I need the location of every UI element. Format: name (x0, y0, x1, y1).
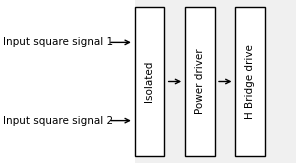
Bar (185, 7, 215, 156)
Bar (0, 0, 135, 163)
Text: Isolated: Isolated (144, 61, 155, 102)
Bar (235, 7, 265, 156)
Text: H Bridge drive: H Bridge drive (245, 44, 255, 119)
Bar (135, 7, 164, 156)
Text: Input square signal 2: Input square signal 2 (3, 116, 113, 126)
Text: Power driver: Power driver (195, 49, 205, 114)
Text: Input square signal 1: Input square signal 1 (3, 37, 113, 47)
